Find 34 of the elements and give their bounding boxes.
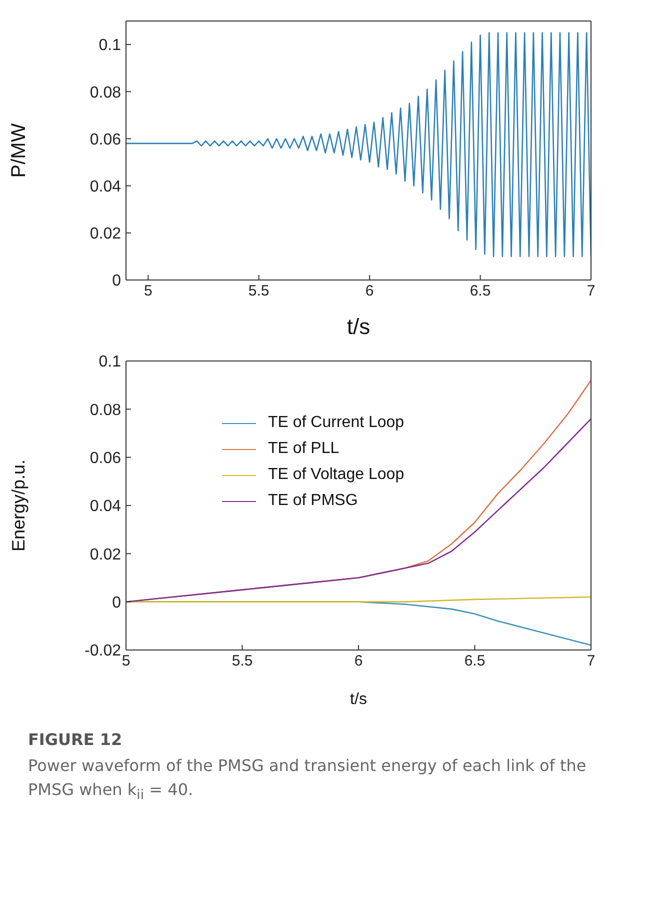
x-tick-label: 7 — [586, 282, 596, 300]
x-tick-label: 5.5 — [232, 652, 253, 670]
y-tick-label: 0.06 — [90, 450, 122, 468]
y-tick-label: 0.02 — [90, 546, 122, 564]
legend-label: TE of PMSG — [268, 491, 358, 511]
x-tick-label: 7 — [586, 652, 596, 670]
y-tick-label: 0.02 — [90, 226, 122, 243]
x-tick-label: 6.5 — [470, 282, 491, 300]
x-tick-label: 6.5 — [464, 652, 486, 670]
y-tick-label: 0.1 — [98, 354, 122, 371]
x-tick-label: 5 — [122, 652, 130, 670]
legend-label: TE of PLL — [268, 439, 340, 459]
x-tick-label: 5.5 — [248, 282, 270, 300]
y-tick-label: 0.08 — [90, 84, 122, 102]
y-tick-label: 0.06 — [90, 131, 122, 148]
caption: FIGURE 12 — [28, 729, 124, 751]
y-axis-title: Energy/p.u. — [8, 459, 28, 552]
x-tick-label: 5 — [144, 282, 152, 300]
x-axis-title: t/s — [346, 314, 370, 339]
text: Power waveform of the PMSG and transient energy of each link of the PMSG when k$_{ii}$ = 40. — [28, 755, 588, 806]
y-axis-title: P/MW — [8, 123, 30, 178]
y-tick-label: 0.04 — [90, 178, 122, 196]
x-tick-label: 6 — [365, 282, 374, 300]
x-tick-label: 6 — [354, 652, 363, 670]
y-tick-label: 0.08 — [90, 402, 122, 419]
y-tick-label: 0.04 — [90, 498, 122, 516]
x-axis-title: t/s — [350, 691, 367, 708]
y-tick-label: 0 — [112, 272, 122, 290]
legend-label: TE of Voltage Loop — [268, 465, 404, 485]
y-tick-label: -0.02 — [84, 642, 122, 660]
legend-label: TE of Current Loop — [268, 413, 404, 433]
y-tick-label: 0.1 — [98, 37, 122, 54]
y-tick-label: 0 — [112, 594, 122, 612]
line-series — [126, 32, 591, 258]
